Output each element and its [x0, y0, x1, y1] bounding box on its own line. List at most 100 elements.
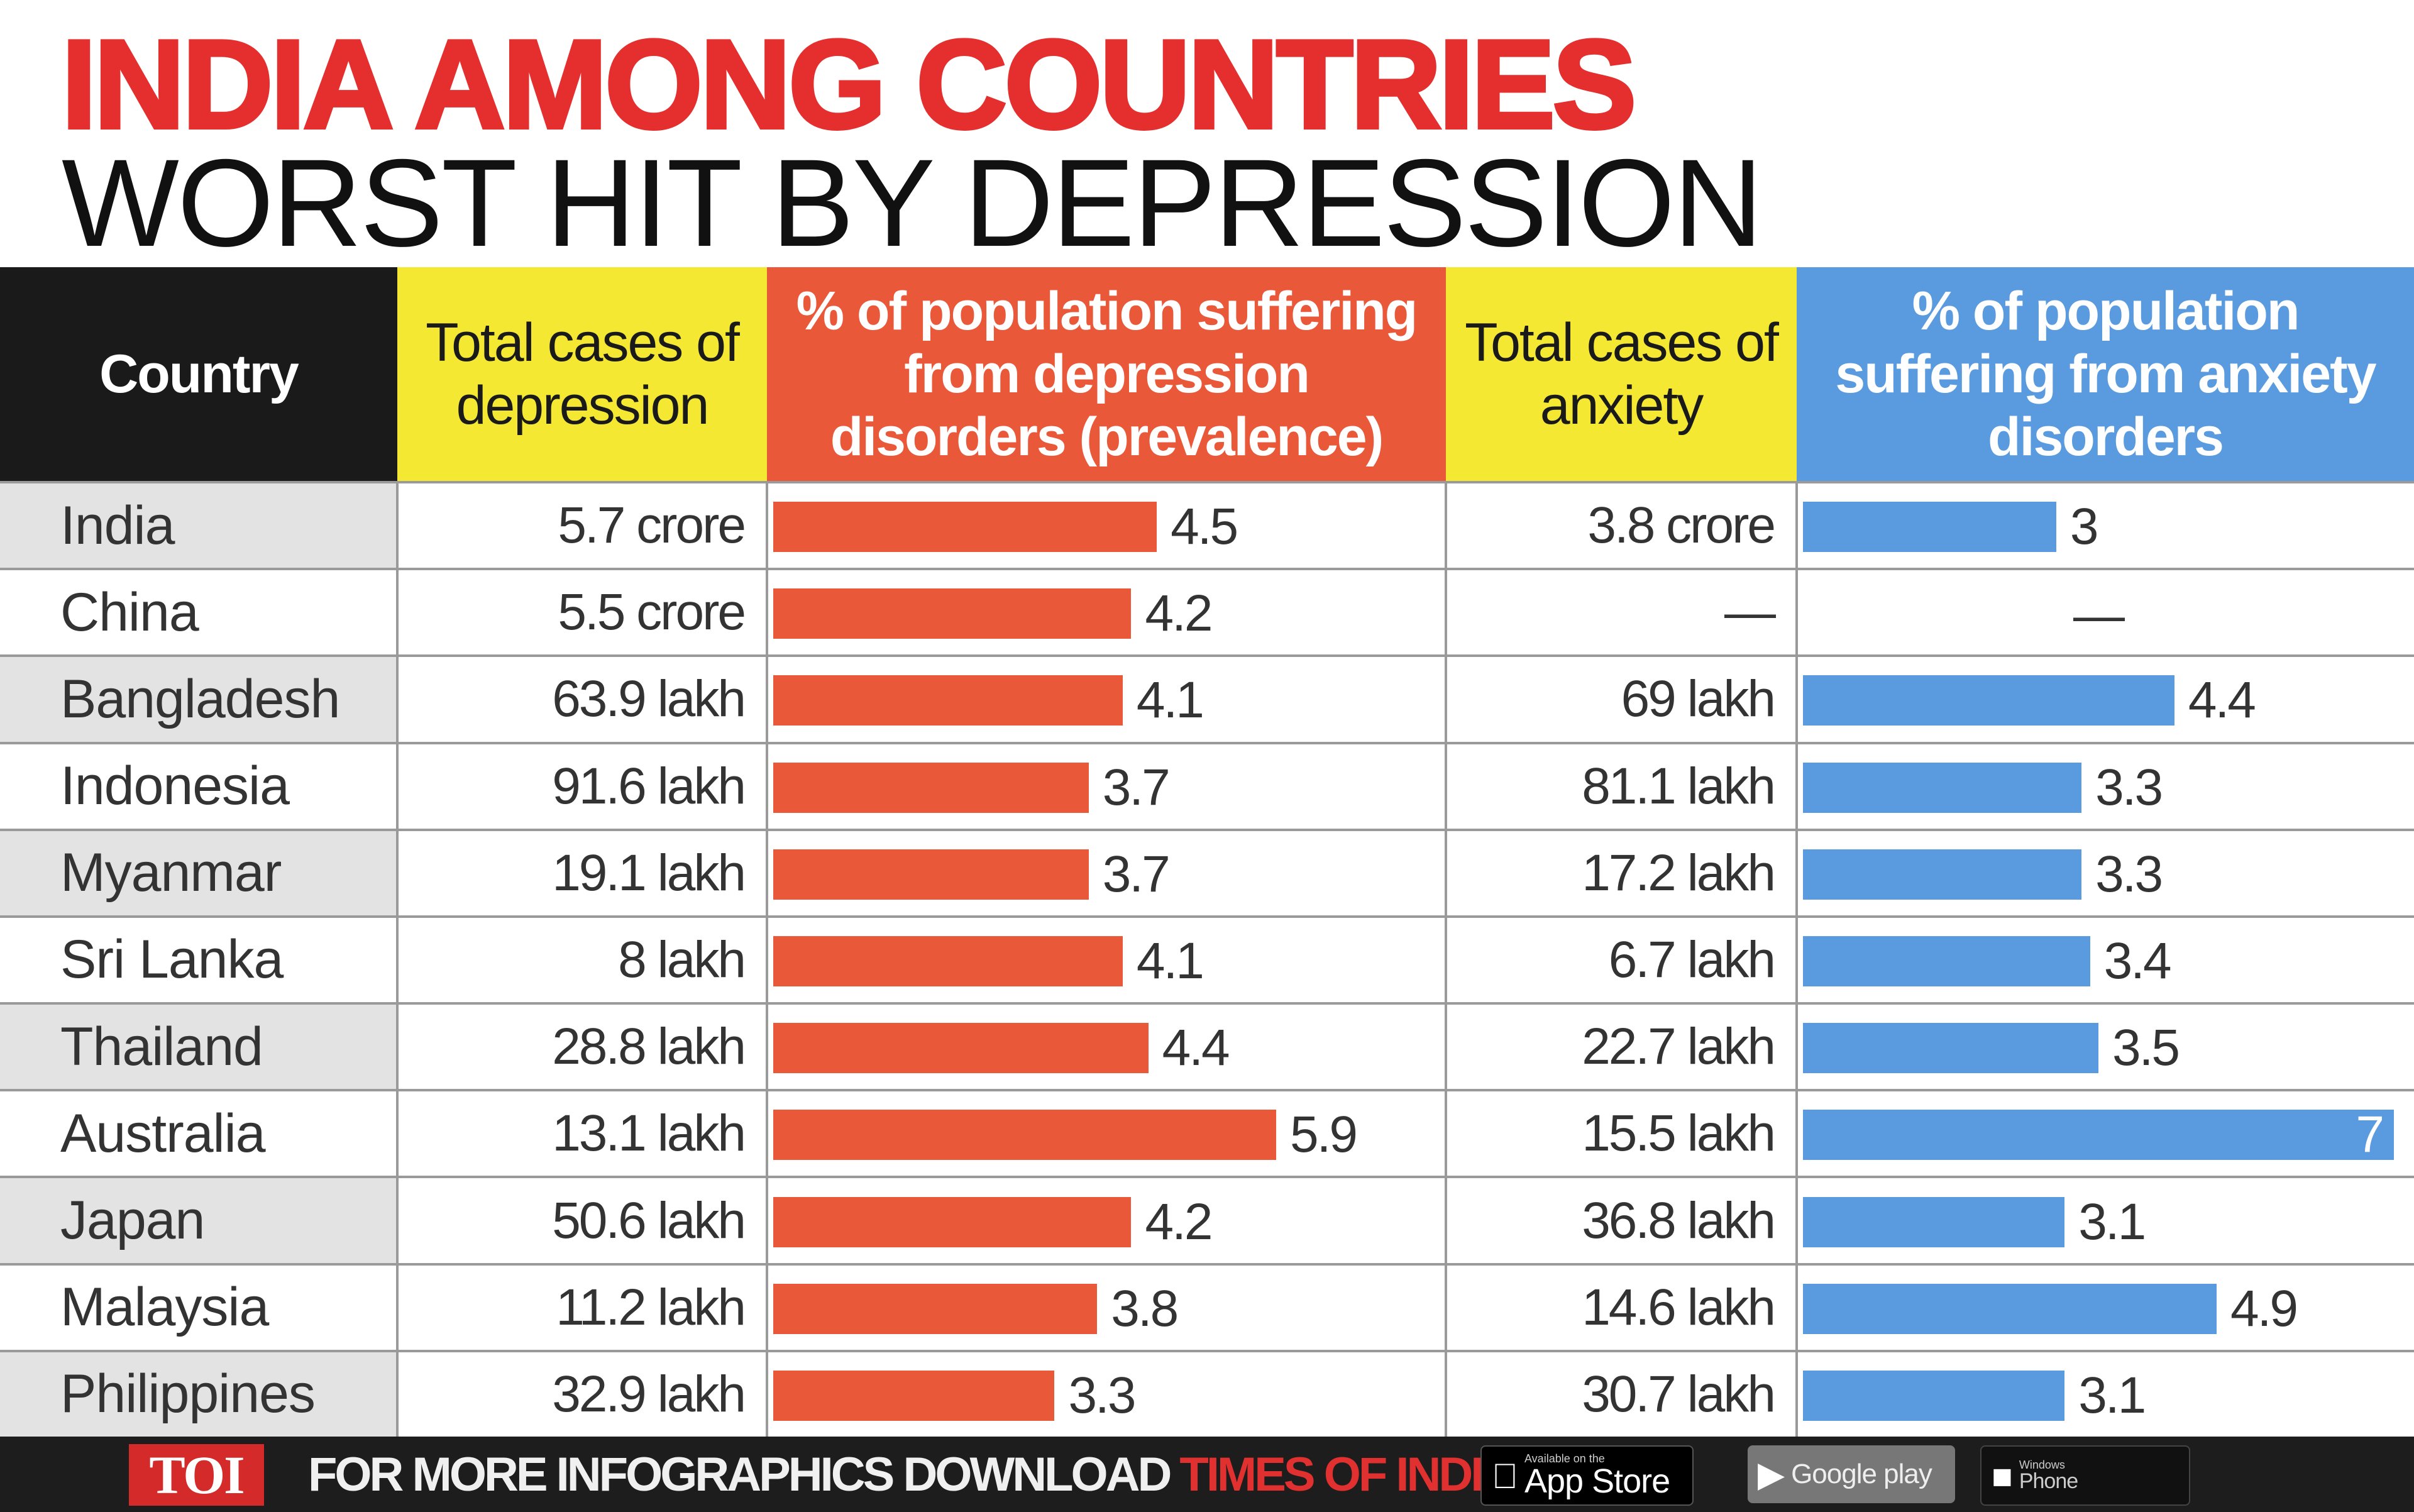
- depression-value-label: 5.9: [1290, 1106, 1358, 1164]
- depression-value-label: 4.2: [1145, 1193, 1213, 1250]
- depression-cases-cell: 32.9 lakh: [552, 1365, 746, 1423]
- anxiety-value-label: 3.4: [2103, 932, 2172, 990]
- footer-banner: TOI FOR MORE INFOGRAPHICS DOWNLOAD TIMES…: [0, 1437, 2414, 1512]
- column-divider: [396, 481, 399, 1437]
- anxiety-bar: [1803, 502, 2056, 553]
- depression-value-label: 4.1: [1136, 671, 1204, 729]
- promo-text: FOR MORE INFOGRAPHICS DOWNLOAD TIMES OF …: [308, 1445, 1614, 1503]
- depression-value-label: 4.5: [1171, 498, 1238, 556]
- anxiety-bar: [1803, 1110, 2394, 1161]
- anxiety-value-label: 3: [2070, 498, 2099, 556]
- anxiety-cases-cell: 30.7 lakh: [1582, 1365, 1776, 1423]
- table-row: Malaysia 11.2 lakh 3.8 14.6 lakh 4.9: [0, 1262, 2414, 1350]
- table-row: Sri Lanka 8 lakh 4.1 6.7 lakh 3.4: [0, 915, 2414, 1002]
- anxiety-cases-cell: 69 lakh: [1621, 670, 1776, 728]
- anxiety-value-label: 4.9: [2230, 1279, 2298, 1337]
- windows-phone-badge[interactable]: ■ Windows Phone: [1980, 1445, 2190, 1506]
- table-row: India 5.7 crore 4.5 3.8 crore 3: [0, 481, 2414, 568]
- table-row: Bangladesh 63.9 lakh 4.1 69 lakh 4.4: [0, 654, 2414, 742]
- google-play-icon: ▶: [1758, 1454, 1785, 1494]
- country-cell: Sri Lanka: [60, 929, 284, 990]
- anxiety-value-label: 7: [2356, 1106, 2384, 1164]
- anxiety-bar: [1803, 935, 2090, 986]
- anxiety-value-label: 3.3: [2095, 758, 2163, 816]
- anxiety-cases-cell: —: [1724, 583, 1776, 641]
- depression-cases-cell: 11.2 lakh: [556, 1278, 746, 1336]
- anxiety-value-label: 4.4: [2188, 671, 2256, 729]
- anxiety-cases-cell: 15.5 lakh: [1582, 1105, 1776, 1162]
- depression-cases-cell: 19.1 lakh: [552, 844, 746, 902]
- depression-bar: [773, 1196, 1132, 1247]
- country-cell: Bangladesh: [0, 657, 397, 742]
- anxiety-bar: [1803, 1370, 2065, 1421]
- anxiety-pct-cell: 3.3: [1797, 744, 2414, 829]
- depression-cases-cell: 50.6 lakh: [552, 1191, 746, 1249]
- windows-icon: ■: [1992, 1455, 2013, 1496]
- app-store-label: App Store: [1498, 1462, 1670, 1500]
- anxiety-pct-cell: 4.9: [1797, 1266, 2414, 1350]
- anxiety-pct-cell: 3: [1797, 483, 2414, 568]
- table-row: Myanmar 19.1 lakh 3.7 17.2 lakh 3.3: [0, 828, 2414, 915]
- depression-pct-cell: 3.3: [767, 1352, 1446, 1437]
- app-store-badge[interactable]:  Available on the App Store: [1480, 1445, 1694, 1506]
- anxiety-pct-cell: 3.5: [1797, 1005, 2414, 1089]
- anxiety-cases-cell: 14.6 lakh: [1582, 1278, 1776, 1336]
- depression-cases-cell: 91.6 lakh: [552, 757, 746, 815]
- table-row: Indonesia 91.6 lakh 3.7 81.1 lakh 3.3: [0, 741, 2414, 829]
- data-table: Country Total cases of depression % of p…: [0, 267, 2414, 1439]
- column-header-depression-pct: % of population suffering from depressio…: [767, 267, 1446, 481]
- anxiety-bar: [1803, 762, 2082, 813]
- table-row: Philippines 32.9 lakh 3.3 30.7 lakh 3.1: [0, 1349, 2414, 1437]
- anxiety-bar: [1803, 675, 2174, 726]
- toi-logo: TOI: [129, 1444, 264, 1506]
- country-cell: Thailand: [0, 1005, 397, 1090]
- anxiety-bar: [1803, 1196, 2065, 1247]
- depression-pct-cell: 4.1: [767, 918, 1446, 1002]
- anxiety-value-label: 3.5: [2112, 1019, 2180, 1077]
- country-cell: Myanmar: [0, 830, 397, 915]
- depression-pct-cell: 4.5: [767, 483, 1446, 568]
- column-header-depression-cases: Total cases of depression: [397, 267, 767, 481]
- anxiety-pct-cell: 3.1: [1797, 1178, 2414, 1262]
- depression-cases-cell: 5.7 crore: [558, 497, 746, 555]
- country-cell: Japan: [0, 1178, 397, 1263]
- anxiety-bar: [1803, 1283, 2217, 1334]
- anxiety-value-label: 3.3: [2095, 845, 2163, 903]
- anxiety-cases-cell: 22.7 lakh: [1582, 1018, 1776, 1076]
- anxiety-pct-cell: 3.3: [1797, 831, 2414, 915]
- column-header-country: Country: [0, 267, 397, 481]
- depression-value-label: 3.7: [1102, 845, 1171, 903]
- country-cell: Malaysia: [60, 1277, 269, 1338]
- apple-icon: : [1492, 1455, 1518, 1496]
- depression-bar: [773, 1110, 1276, 1161]
- anxiety-value-label: —: [2073, 587, 2125, 644]
- anxiety-pct-cell: 7: [1797, 1091, 2414, 1176]
- table-row: Japan 50.6 lakh 4.2 36.8 lakh 3.1: [0, 1176, 2414, 1263]
- anxiety-cases-cell: 6.7 lakh: [1608, 930, 1776, 988]
- country-cell: Australia: [60, 1103, 266, 1164]
- anxiety-pct-cell: 3.4: [1797, 918, 2414, 1002]
- chart-title-line2: WORST HIT BY DEPRESSION: [62, 133, 1763, 272]
- google-play-badge[interactable]: ▶ Google play: [1748, 1445, 1955, 1503]
- anxiety-pct-cell: —: [1797, 570, 2414, 654]
- depression-pct-cell: 3.7: [767, 831, 1446, 915]
- depression-bar: [773, 1023, 1149, 1074]
- depression-cases-cell: 5.5 crore: [558, 583, 746, 641]
- country-cell: India: [0, 483, 397, 568]
- country-cell: Indonesia: [60, 756, 290, 817]
- depression-value-label: 3.3: [1068, 1366, 1136, 1424]
- anxiety-pct-cell: 3.1: [1797, 1352, 2414, 1437]
- anxiety-cases-cell: 17.2 lakh: [1582, 844, 1776, 902]
- anxiety-cases-cell: 81.1 lakh: [1582, 757, 1776, 815]
- country-cell: China: [60, 582, 199, 643]
- depression-pct-cell: 3.8: [767, 1266, 1446, 1350]
- anxiety-cases-cell: 3.8 crore: [1587, 497, 1776, 555]
- windows-phone-label: Phone: [2019, 1469, 2078, 1493]
- anxiety-value-label: 3.1: [2078, 1193, 2146, 1250]
- column-header-anxiety-cases: Total cases of anxiety: [1446, 267, 1797, 481]
- table-row: Australia 13.1 lakh 5.9 15.5 lakh 7: [0, 1089, 2414, 1176]
- anxiety-pct-cell: 4.4: [1797, 657, 2414, 741]
- depression-pct-cell: 4.1: [767, 657, 1446, 741]
- depression-value-label: 3.8: [1111, 1279, 1179, 1337]
- column-divider: [1795, 481, 1798, 1437]
